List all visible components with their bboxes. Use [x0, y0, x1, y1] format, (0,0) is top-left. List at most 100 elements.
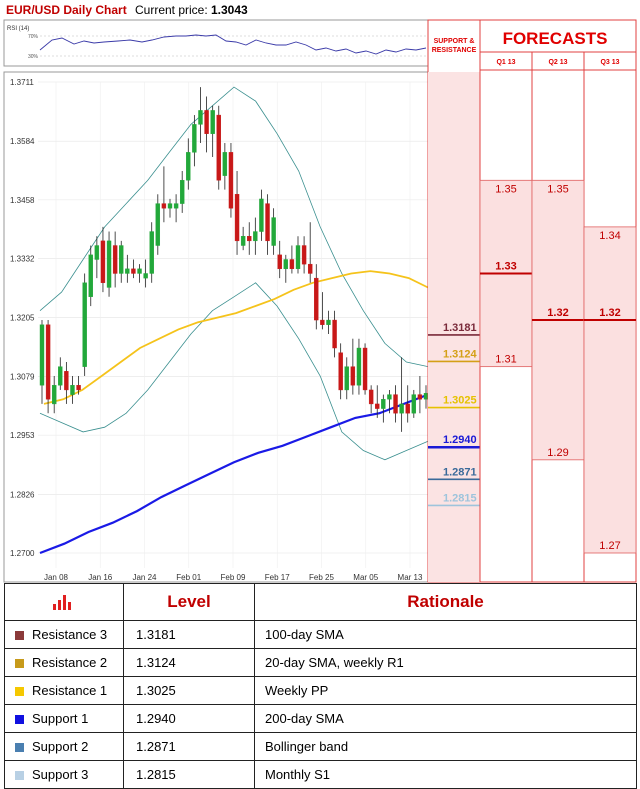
- header-icon-cell: [4, 583, 124, 621]
- table-row: Resistance 2 1.3124 20-day SMA, weekly R1: [4, 648, 637, 677]
- candle: [247, 222, 252, 255]
- x-tick-label: Feb 01: [176, 573, 201, 582]
- y-tick-label: 1.3458: [10, 196, 35, 205]
- candle: [45, 320, 51, 414]
- quarter-header: Q1 13: [496, 59, 515, 66]
- candle: [70, 375, 75, 404]
- forecast-high: 1.35: [495, 183, 516, 195]
- candle: [173, 194, 179, 223]
- candle: [58, 357, 63, 390]
- candle: [143, 259, 148, 288]
- candle: [381, 394, 386, 423]
- rsi-line: [39, 34, 427, 55]
- candle: [119, 240, 124, 283]
- level-name: Resistance 3: [32, 627, 108, 642]
- candle: [234, 170, 240, 255]
- candle: [228, 143, 234, 218]
- y-tick-label: 1.3711: [10, 78, 34, 87]
- x-tick-label: Mar 13: [398, 573, 423, 582]
- candle: [240, 226, 246, 251]
- level-name: Resistance 1: [32, 683, 108, 698]
- level-rationale: Monthly S1: [254, 760, 637, 789]
- level-name: Resistance 2: [32, 655, 108, 670]
- level-value: 1.3181: [123, 620, 255, 649]
- candle: [64, 361, 69, 404]
- chart-canvas: EUR/USD Daily Chart Current price: 1.304…: [3, 3, 637, 583]
- level-rationale: 20-day SMA, weekly R1: [254, 648, 637, 677]
- sr-title-line1: SUPPORT &: [434, 38, 475, 45]
- y-tick-label: 1.2826: [10, 490, 35, 499]
- candle: [112, 231, 118, 288]
- level-rationale: Weekly PP: [254, 676, 637, 705]
- bollinger-lower-line: [39, 282, 429, 461]
- moving-averages: [39, 270, 429, 555]
- candle: [259, 189, 264, 241]
- grid: [38, 81, 428, 568]
- x-tick-label: Mar 05: [353, 573, 378, 582]
- candle: [399, 357, 404, 432]
- table-header-row: Level Rationale: [4, 583, 637, 621]
- header-rationale: Rationale: [254, 583, 637, 621]
- candle: [161, 166, 167, 223]
- price-panel: [3, 71, 429, 583]
- forecast-title: FORECASTS: [503, 29, 608, 48]
- header-level: Level: [123, 583, 255, 621]
- candle: [350, 338, 356, 395]
- x-tick-label: Jan 16: [88, 573, 113, 582]
- table-row: Support 3 1.2815 Monthly S1: [4, 760, 637, 789]
- forecast-mid: 1.32: [599, 307, 620, 319]
- level-name-cell: Resistance 3: [4, 620, 124, 649]
- table-row: Resistance 3 1.3181 100-day SMA: [4, 620, 637, 649]
- x-tick-label: Feb 17: [265, 573, 290, 582]
- candle: [192, 115, 197, 167]
- candle: [94, 236, 100, 279]
- bollinger-upper-line: [39, 86, 429, 367]
- forecast-mid: 1.33: [495, 260, 516, 272]
- y-axis-ticks: 1.3711 1.3584 1.3458 1.3332 1.3205 1.3079 1.29…: [10, 78, 35, 558]
- candle: [277, 240, 282, 279]
- candle: [106, 231, 112, 297]
- candle: [356, 338, 362, 395]
- level-rationale: 200-day SMA: [254, 704, 637, 733]
- forecast-high: 1.34: [599, 230, 620, 242]
- level-color-swatch: [15, 631, 24, 640]
- level-value: 1.2815: [123, 760, 255, 789]
- candle: [186, 138, 191, 190]
- level-label: 1.3025: [443, 395, 477, 407]
- y-tick-label: 1.3079: [10, 372, 35, 381]
- level-color-swatch: [15, 771, 24, 780]
- price-value: 1.3043: [211, 3, 248, 17]
- candle: [198, 87, 203, 144]
- level-value: 1.3025: [123, 676, 255, 705]
- candle: [314, 264, 319, 330]
- candle: [76, 375, 81, 395]
- level-name: Support 2: [32, 739, 89, 754]
- candle: [283, 254, 289, 283]
- forecast-range: [583, 226, 637, 554]
- level-color-swatch: [15, 659, 24, 668]
- forecast-low: 1.27: [599, 540, 620, 552]
- level-name: Support 3: [32, 767, 89, 782]
- rsi-label: RSI (14): [7, 26, 29, 32]
- level-label: 1.2871: [443, 466, 477, 478]
- forecast-low: 1.31: [495, 354, 516, 366]
- candle: [332, 310, 337, 358]
- candle: [326, 310, 331, 335]
- y-tick-label: 1.2953: [10, 431, 35, 440]
- candle: [405, 385, 410, 423]
- level-label: 1.2940: [443, 434, 477, 446]
- candle: [179, 170, 185, 213]
- y-tick-label: 1.3584: [10, 137, 35, 146]
- forecast-low: 1.29: [547, 447, 568, 459]
- sma-200-line: [39, 393, 429, 555]
- y-tick-label: 1.2700: [10, 549, 35, 558]
- level-value: 1.2871: [123, 732, 255, 761]
- candle: [39, 320, 45, 404]
- candle: [265, 194, 270, 255]
- x-tick-label: Feb 25: [309, 573, 334, 582]
- forecast-columns: Q1 13 1.35 1.33 1.31 Q2 13 1.35 1.32 1.29 Q3 13 1…: [479, 59, 637, 554]
- level-label: 1.3181: [443, 322, 477, 334]
- table-row: Support 1 1.2940 200-day SMA: [4, 704, 637, 733]
- level-value: 1.3124: [123, 648, 255, 677]
- y-tick-label: 1.3332: [10, 255, 35, 264]
